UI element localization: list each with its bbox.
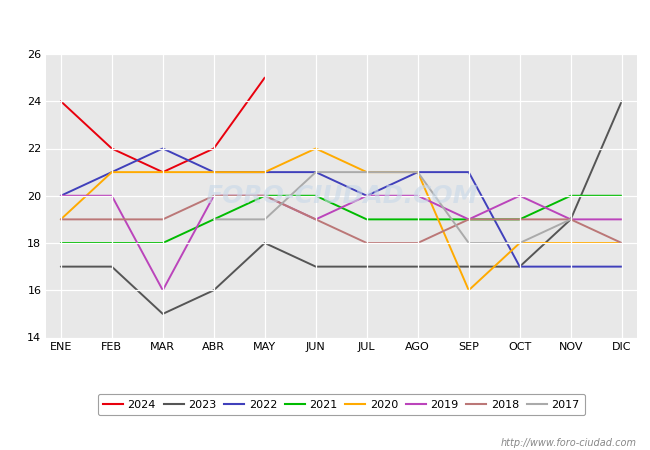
Text: Afiliados en Rozalén del Monte a 31/5/2024: Afiliados en Rozalén del Monte a 31/5/20… <box>145 14 505 32</box>
Text: FORO-CIUDAD.COM: FORO-CIUDAD.COM <box>205 184 478 208</box>
Legend: 2024, 2023, 2022, 2021, 2020, 2019, 2018, 2017: 2024, 2023, 2022, 2021, 2020, 2019, 2018… <box>98 394 585 415</box>
Text: http://www.foro-ciudad.com: http://www.foro-ciudad.com <box>501 438 637 448</box>
